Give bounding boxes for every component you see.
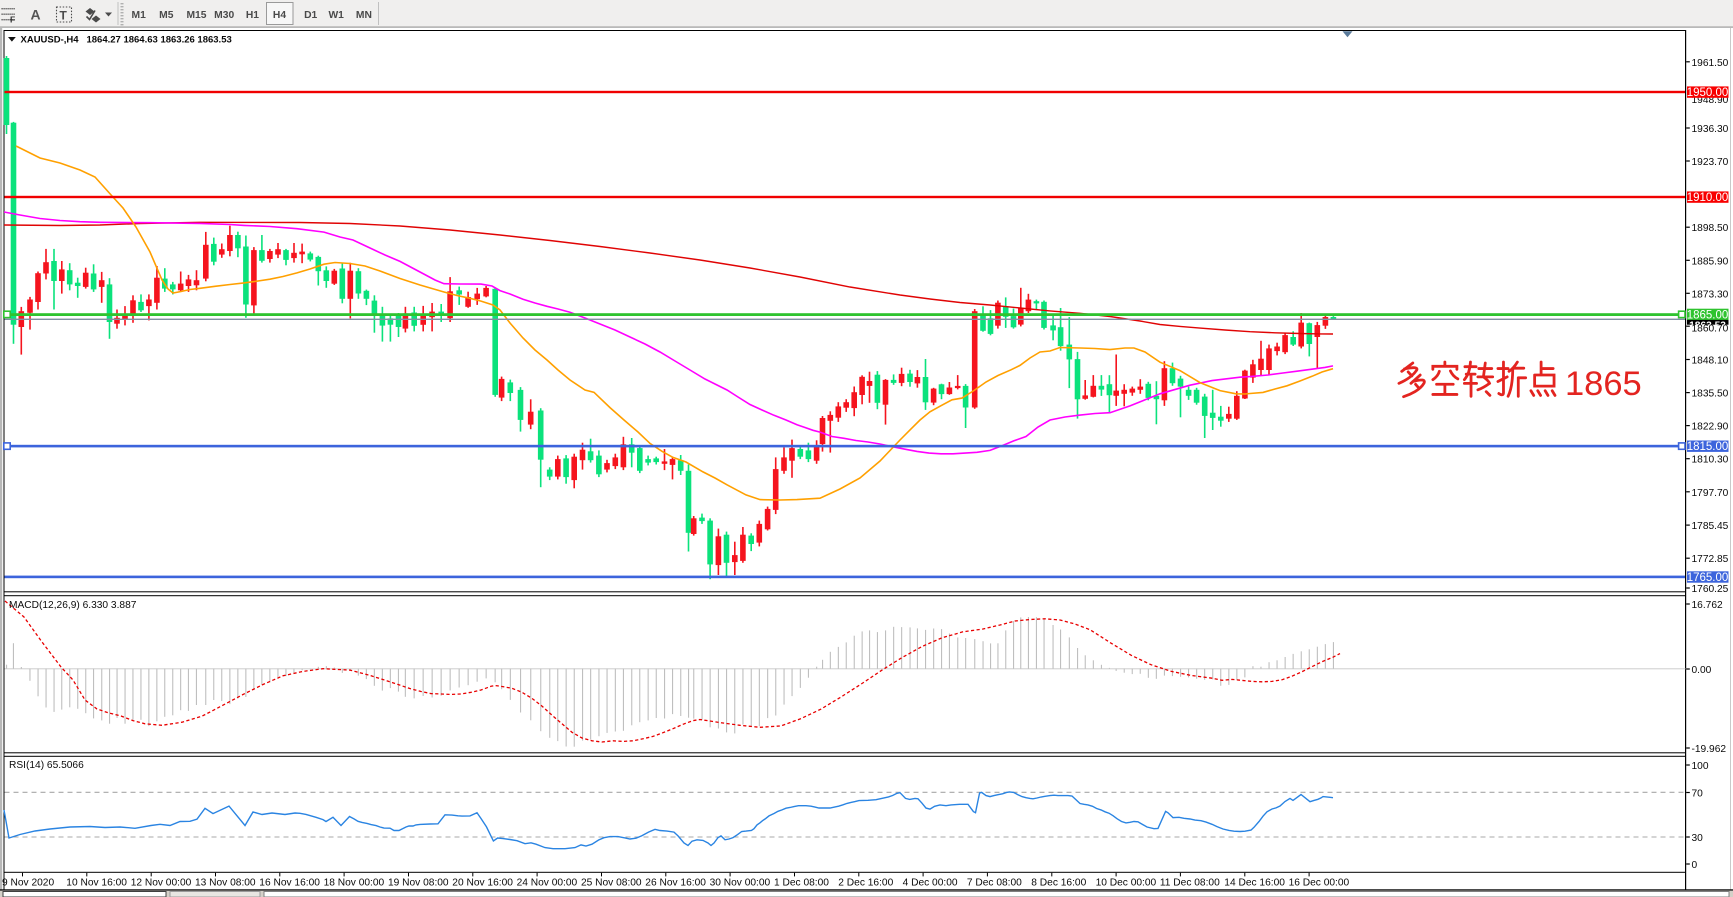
svg-text:11 Dec 08:00: 11 Dec 08:00 [1160,878,1220,889]
svg-text:1948.90: 1948.90 [1692,95,1729,106]
svg-text:W1: W1 [328,10,344,21]
svg-text:1785.45: 1785.45 [1692,521,1729,532]
svg-text:1848.10: 1848.10 [1692,356,1729,367]
svg-text:2 Dec 16:00: 2 Dec 16:00 [838,878,893,889]
svg-text:1765.00: 1765.00 [1687,572,1729,584]
svg-text:1936.30: 1936.30 [1692,124,1729,135]
svg-text:MACD(12,26,9) 6.330 3.887: MACD(12,26,9) 6.330 3.887 [9,600,137,611]
svg-text:1961.50: 1961.50 [1692,58,1729,69]
svg-text:1865.00: 1865.00 [1687,309,1729,321]
svg-text:14 Dec 16:00: 14 Dec 16:00 [1224,878,1285,889]
svg-text:1772.85: 1772.85 [1692,554,1729,565]
svg-text:10 Nov 16:00: 10 Nov 16:00 [66,878,127,889]
svg-text:M30: M30 [214,10,234,21]
svg-text:1898.50: 1898.50 [1692,223,1729,234]
svg-text:8 Dec 16:00: 8 Dec 16:00 [1031,878,1086,889]
svg-text:26 Nov 16:00: 26 Nov 16:00 [645,878,706,889]
svg-text:12 Nov 00:00: 12 Nov 00:00 [131,878,192,889]
svg-text:D1: D1 [304,10,317,21]
svg-text:1797.70: 1797.70 [1692,488,1729,499]
svg-text:H4: H4 [273,10,286,21]
svg-text:1860.70: 1860.70 [1692,324,1729,335]
svg-text:M1: M1 [132,10,147,21]
svg-text:1873.30: 1873.30 [1692,289,1729,300]
svg-text:0: 0 [1692,860,1698,871]
svg-text:30: 30 [1692,833,1704,844]
svg-text:1 Dec 08:00: 1 Dec 08:00 [774,878,829,889]
svg-text:0.00: 0.00 [1692,665,1712,676]
svg-text:M15: M15 [186,10,206,21]
svg-text:13 Nov 08:00: 13 Nov 08:00 [195,878,256,889]
svg-text:16 Dec 00:00: 16 Dec 00:00 [1289,878,1350,889]
svg-text:1810.30: 1810.30 [1692,455,1729,466]
svg-text:10 Dec 00:00: 10 Dec 00:00 [1096,878,1157,889]
svg-text:T: T [60,9,68,23]
svg-text:19 Nov 08:00: 19 Nov 08:00 [388,878,449,889]
svg-text:RSI(14) 65.5066: RSI(14) 65.5066 [9,760,84,771]
svg-text:1760.25: 1760.25 [1692,584,1729,595]
svg-text:1863.53: 1863.53 [1689,320,1726,331]
svg-text:18 Nov 00:00: 18 Nov 00:00 [324,878,385,889]
svg-text:1910.00: 1910.00 [1687,192,1729,204]
svg-text:XAUUSD-,H4 1864.27 1864.63 1: XAUUSD-,H4 1864.27 1864.63 1863.26 1863.… [21,34,232,45]
svg-text:H1: H1 [246,10,259,21]
svg-text:1815.00: 1815.00 [1687,441,1729,453]
svg-text:1885.90: 1885.90 [1692,256,1729,267]
svg-text:25 Nov 08:00: 25 Nov 08:00 [581,878,642,889]
svg-text:1835.50: 1835.50 [1692,389,1729,400]
svg-text:30 Nov 00:00: 30 Nov 00:00 [710,878,771,889]
svg-text:7 Dec 08:00: 7 Dec 08:00 [967,878,1022,889]
svg-text:1822.90: 1822.90 [1692,422,1729,433]
svg-text:24 Nov 00:00: 24 Nov 00:00 [517,878,578,889]
svg-text:100: 100 [1692,761,1709,772]
svg-text:16 Nov 16:00: 16 Nov 16:00 [259,878,320,889]
svg-text:1923.70: 1923.70 [1692,157,1729,168]
svg-text:M5: M5 [159,10,174,21]
svg-text:20 Nov 16:00: 20 Nov 16:00 [452,878,513,889]
svg-text:MN: MN [356,10,372,21]
svg-text:1950.00: 1950.00 [1687,87,1729,99]
svg-text:16.762: 16.762 [1692,600,1723,611]
svg-text:4 Dec 00:00: 4 Dec 00:00 [903,878,958,889]
svg-text:9 Nov 2020: 9 Nov 2020 [2,878,54,889]
svg-text:A: A [31,7,41,23]
svg-text:-19.962: -19.962 [1692,744,1727,755]
svg-text:70: 70 [1692,789,1704,800]
svg-text:F: F [10,15,15,25]
svg-text:1865: 1865 [1565,365,1642,403]
